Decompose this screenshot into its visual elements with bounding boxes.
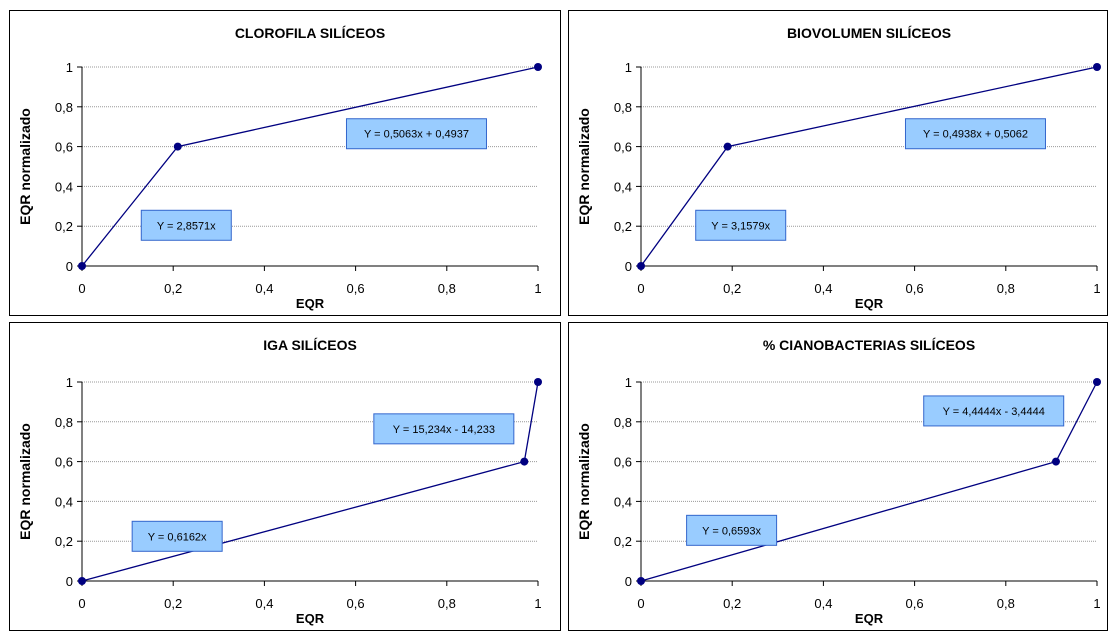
x-tick-label: 0 <box>637 281 644 296</box>
y-tick-label: 0,6 <box>614 455 632 470</box>
equation-label: Y = 0,6162x <box>148 531 207 543</box>
x-tick-label: 0,8 <box>997 596 1015 611</box>
data-point <box>78 262 86 270</box>
chart-panel-4: % CIANOBACTERIAS SILÍCEOS 0 0,2 0,4 0,6 0,8 1 0… <box>568 322 1108 631</box>
data-point <box>1093 378 1101 386</box>
x-tick-label: 0,6 <box>906 281 924 296</box>
y-tick-label: 0,2 <box>614 534 632 549</box>
y-axis-label: EQR normalizado <box>17 423 33 540</box>
x-tick-label: 1 <box>534 596 541 611</box>
equation-box <box>695 209 787 241</box>
y-tick-label: 0,8 <box>614 415 632 430</box>
x-tick-label: 0 <box>78 596 85 611</box>
equation-label: Y = 0,6593x <box>702 525 761 537</box>
x-tick-label: 0,8 <box>438 596 456 611</box>
equation-label: Y = 15,234x - 14,233 <box>393 424 495 436</box>
equation-label: Y = 2,8571x <box>157 220 216 232</box>
x-tick-label: 0,6 <box>906 596 924 611</box>
equation-box <box>373 413 515 445</box>
y-axis-label: EQR normalizado <box>576 108 592 225</box>
data-point <box>534 63 542 71</box>
equation-label: Y = 4,4444x - 3,4444 <box>943 406 1045 418</box>
y-tick-label: 0 <box>625 574 632 589</box>
x-tick-label: 0,6 <box>347 281 365 296</box>
y-tick-label: 0,2 <box>55 219 73 234</box>
equation-label: Y = 3,1579x <box>711 220 770 232</box>
y-tick-label: 0 <box>625 259 632 274</box>
y-tick-label: 0,6 <box>614 140 632 155</box>
x-tick-label: 0,8 <box>997 281 1015 296</box>
y-tick-label: 1 <box>625 60 632 75</box>
x-tick-label: 1 <box>534 281 541 296</box>
x-tick-label: 0,4 <box>255 596 273 611</box>
x-tick-label: 0,2 <box>164 281 182 296</box>
y-tick-label: 0,2 <box>614 219 632 234</box>
y-axis-label: EQR normalizado <box>17 108 33 225</box>
data-point <box>534 378 542 386</box>
equation-box <box>131 520 223 552</box>
x-tick-label: 0,2 <box>164 596 182 611</box>
x-tick-label: 1 <box>1093 596 1100 611</box>
data-point <box>173 142 182 151</box>
x-tick-label: 0,4 <box>814 596 832 611</box>
equation-box <box>345 118 487 150</box>
chart-svg-4: % CIANOBACTERIAS SILÍCEOS 0 0,2 0,4 0,6 0,8 1 0… <box>576 337 1101 626</box>
x-tick-label: 0,4 <box>814 281 832 296</box>
y-axis-label: EQR normalizado <box>576 423 592 540</box>
x-axis-label: EQR <box>296 296 325 311</box>
y-tick-label: 0 <box>66 574 73 589</box>
equation-label: Y = 0,5063x + 0,4937 <box>364 129 469 141</box>
data-point <box>637 262 645 270</box>
y-tick-label: 0,4 <box>614 494 632 509</box>
chart-svg-3: IGA SILÍCEOS 0 0,2 0,4 0,6 0,8 1 0 0,2 0,4 0,6 0,8 1… <box>17 337 542 626</box>
equation-label: Y = 0,4938x + 0,5062 <box>923 129 1028 141</box>
y-tick-label: 1 <box>625 375 632 390</box>
y-tick-label: 0,4 <box>55 179 73 194</box>
equation-box <box>140 209 232 241</box>
y-tick-label: 1 <box>66 60 73 75</box>
data-point <box>520 457 529 466</box>
x-axis-label: EQR <box>296 611 325 626</box>
y-tick-label: 0 <box>66 259 73 274</box>
x-tick-label: 0,2 <box>723 281 741 296</box>
equation-box <box>904 118 1046 150</box>
y-tick-label: 0,8 <box>55 415 73 430</box>
x-axis-label: EQR <box>855 296 884 311</box>
y-tick-label: 0,6 <box>55 455 73 470</box>
y-tick-label: 0,4 <box>614 179 632 194</box>
x-axis-label: EQR <box>855 611 884 626</box>
y-tick-label: 0,6 <box>55 140 73 155</box>
x-tick-label: 0 <box>78 281 85 296</box>
data-point <box>78 577 86 585</box>
chart-panel-3: IGA SILÍCEOS 0 0,2 0,4 0,6 0,8 1 0 0,2 0,4 0,6 0,8 1… <box>9 322 561 631</box>
x-tick-label: 0 <box>637 596 644 611</box>
y-tick-label: 0,8 <box>55 100 73 115</box>
equation-box <box>923 395 1065 427</box>
y-tick-label: 0,4 <box>55 494 73 509</box>
x-tick-label: 0,2 <box>723 596 741 611</box>
chart-title: % CIANOBACTERIAS SILÍCEOS <box>763 337 975 353</box>
data-point <box>723 142 732 151</box>
chart-svg-1: CLOROFILA SILÍCEOS 0 0,2 0,4 0,6 0,8 1 0 0,2 0,4 0… <box>17 25 542 311</box>
equation-box <box>686 514 778 546</box>
data-point <box>637 577 645 585</box>
chart-panel-1: CLOROFILA SILÍCEOS 0 0,2 0,4 0,6 0,8 1 0 0,2 0,4 0… <box>9 10 561 316</box>
chart-title: IGA SILÍCEOS <box>263 337 357 353</box>
x-tick-label: 1 <box>1093 281 1100 296</box>
data-point <box>1051 457 1060 466</box>
y-tick-label: 0,8 <box>614 100 632 115</box>
y-tick-label: 1 <box>66 375 73 390</box>
data-point <box>1093 63 1101 71</box>
chart-title: CLOROFILA SILÍCEOS <box>235 25 385 41</box>
x-tick-label: 0,6 <box>347 596 365 611</box>
chart-title: BIOVOLUMEN SILÍCEOS <box>787 25 951 41</box>
x-tick-label: 0,4 <box>255 281 273 296</box>
chart-svg-2: BIOVOLUMEN SILÍCEOS 0 0,2 0,4 0,6 0,8 1 0 0,2 0,4… <box>576 25 1101 311</box>
chart-panel-2: BIOVOLUMEN SILÍCEOS 0 0,2 0,4 0,6 0,8 1 0 0,2 0,4… <box>568 10 1108 316</box>
x-tick-label: 0,8 <box>438 281 456 296</box>
y-tick-label: 0,2 <box>55 534 73 549</box>
